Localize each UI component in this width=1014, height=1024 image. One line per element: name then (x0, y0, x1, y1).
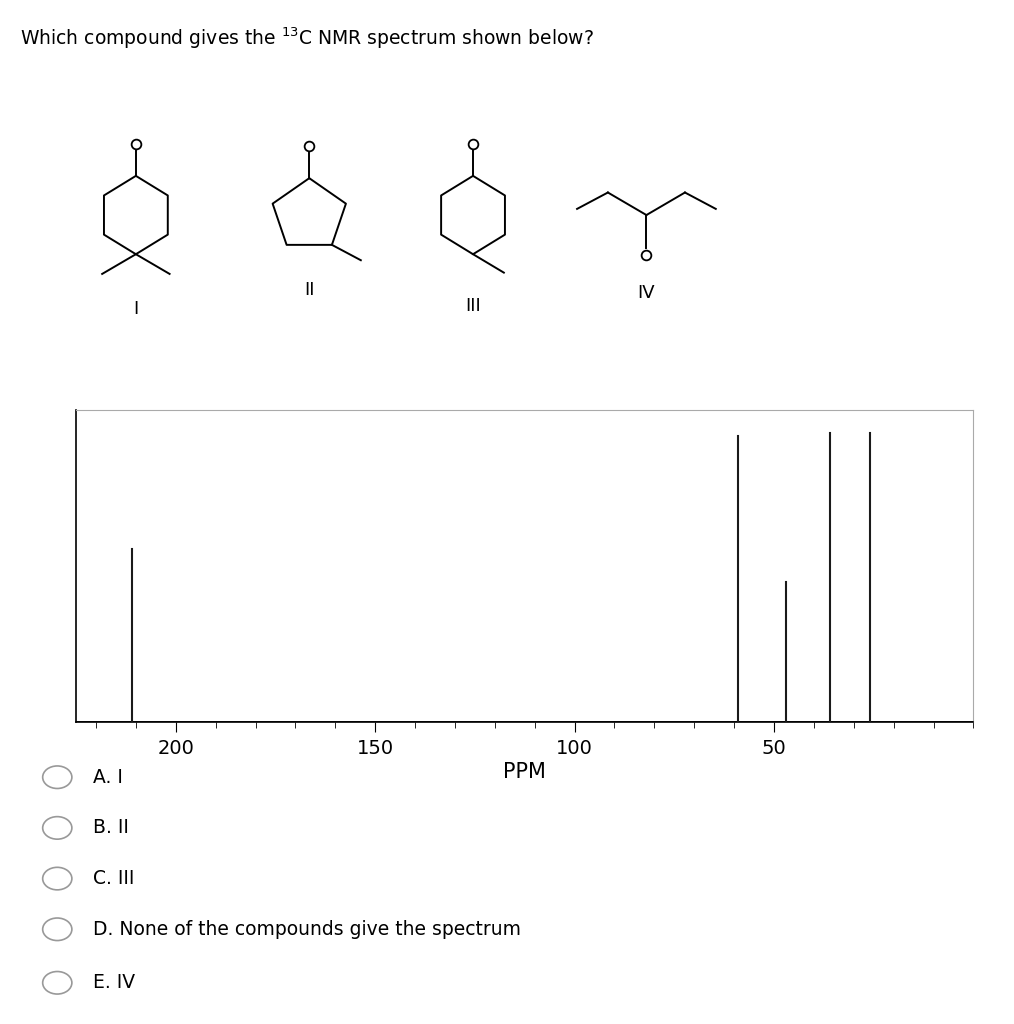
X-axis label: PPM: PPM (503, 762, 547, 781)
Text: A. I: A. I (93, 768, 123, 786)
Text: IV: IV (638, 284, 655, 302)
Text: III: III (465, 297, 481, 315)
Text: E. IV: E. IV (93, 973, 136, 992)
Text: II: II (304, 281, 314, 299)
Text: Which compound gives the $\mathregular{^{13}}$C NMR spectrum shown below?: Which compound gives the $\mathregular{^… (20, 26, 594, 51)
Text: B. II: B. II (93, 818, 129, 838)
Text: D. None of the compounds give the spectrum: D. None of the compounds give the spectr… (93, 920, 521, 939)
Text: I: I (133, 299, 139, 317)
Text: C. III: C. III (93, 869, 135, 888)
